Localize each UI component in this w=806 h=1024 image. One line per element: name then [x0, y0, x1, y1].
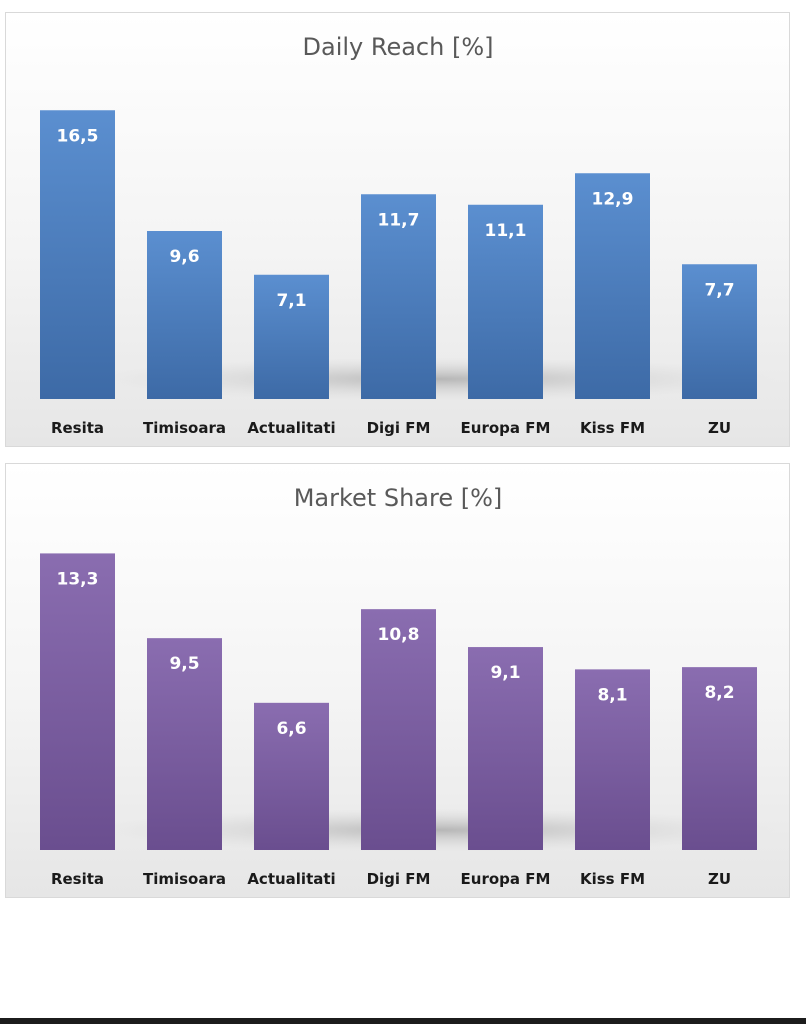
- bar-value-label: 6,6: [276, 719, 306, 739]
- category-label: ZU: [708, 870, 731, 888]
- bar: [361, 194, 436, 399]
- bar-value-label: 10,8: [378, 625, 420, 645]
- category-label: Timisoara: [143, 419, 226, 437]
- bar: [40, 553, 115, 850]
- bar-value-label: 9,1: [490, 663, 520, 683]
- category-label: Actualitati: [247, 870, 335, 888]
- bar-value-label: 11,1: [485, 221, 527, 241]
- bar: [147, 231, 222, 399]
- bar-value-label: 13,3: [57, 569, 99, 589]
- bar: [361, 609, 436, 850]
- bar: [575, 173, 650, 399]
- category-label: Kiss FM: [580, 419, 645, 437]
- bar-value-label: 8,2: [704, 683, 734, 703]
- bar: [468, 647, 543, 850]
- bar: [468, 204, 543, 399]
- bar: [147, 638, 222, 850]
- bar-value-label: 11,7: [378, 210, 420, 230]
- bar-value-label: 9,6: [169, 247, 199, 267]
- daily-reach-chart-svg: Daily Reach [%] 16,5 Resita 9,6 Timisoara 7,…: [40, 33, 776, 437]
- daily-reach-chart: Daily Reach [%] 16,5 Resita 9,6 Timisoara 7,…: [5, 12, 790, 447]
- bar: [254, 274, 329, 399]
- market-share-chart-svg: Market Share [%] 13,3 Resita 9,5 Timisoara 6…: [40, 484, 776, 888]
- category-label: Europa FM: [461, 870, 551, 888]
- market-share-chart: Market Share [%] 13,3 Resita 9,5 Timisoara 6…: [5, 463, 790, 898]
- bar-value-label: 8,1: [597, 685, 627, 705]
- bar-value-label: 9,5: [169, 654, 199, 674]
- bar: [40, 110, 115, 399]
- bar: [575, 669, 650, 850]
- category-label: Actualitati: [247, 419, 335, 437]
- category-label: Digi FM: [367, 419, 431, 437]
- bar: [682, 264, 757, 399]
- category-label: Resita: [51, 419, 104, 437]
- bar-value-label: 7,1: [276, 291, 306, 311]
- category-label: Resita: [51, 870, 104, 888]
- category-label: Timisoara: [143, 870, 226, 888]
- bar-value-label: 7,7: [704, 280, 734, 300]
- bar: [682, 667, 757, 850]
- category-label: Europa FM: [461, 419, 551, 437]
- category-label: Kiss FM: [580, 870, 645, 888]
- bar-value-label: 12,9: [592, 189, 634, 209]
- category-label: ZU: [708, 419, 731, 437]
- category-label: Digi FM: [367, 870, 431, 888]
- bar: [254, 702, 329, 850]
- chart-title: Daily Reach [%]: [303, 33, 494, 61]
- bottom-edge-bar: [0, 1018, 806, 1024]
- chart-title: Market Share [%]: [294, 484, 503, 512]
- bar-value-label: 16,5: [57, 126, 99, 146]
